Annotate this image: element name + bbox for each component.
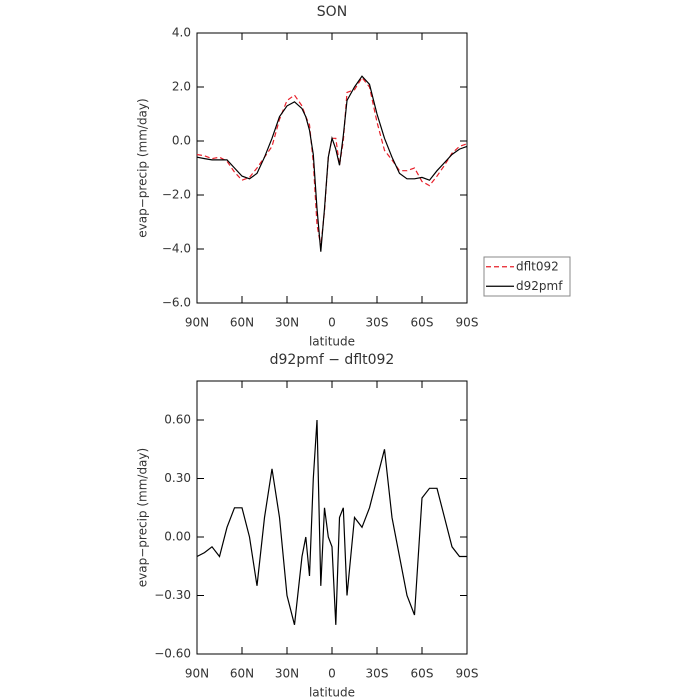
x-tick-label: 90S — [456, 667, 479, 681]
x-tick-label: 60S — [411, 667, 434, 681]
x-axis-label: latitude — [309, 686, 355, 700]
x-tick-label: 90N — [185, 667, 209, 681]
plot-frame — [196, 32, 468, 304]
legend-box — [483, 256, 571, 297]
legend-label: dflt092 — [516, 259, 559, 273]
y-tick-label: 0.00 — [164, 530, 191, 544]
plot-frame — [196, 380, 468, 655]
y-tick-label: 2.0 — [172, 80, 191, 94]
y-tick-label: −6.0 — [162, 296, 191, 310]
legend-label: d92pmf — [516, 279, 563, 293]
x-tick-label: 30N — [275, 316, 299, 330]
y-tick-label: −4.0 — [162, 242, 191, 256]
chart-title: SON — [317, 4, 347, 20]
x-tick-label: 60N — [230, 667, 254, 681]
x-tick-label: 60S — [411, 316, 434, 330]
y-tick-label: 0.0 — [172, 134, 191, 148]
y-tick-label: 0.60 — [164, 413, 191, 427]
x-tick-label: 0 — [328, 316, 336, 330]
x-tick-label: 30S — [366, 316, 389, 330]
y-tick-label: 4.0 — [172, 26, 191, 40]
x-tick-label: 90N — [185, 316, 209, 330]
x-tick-label: 90S — [456, 316, 479, 330]
x-axis-label: latitude — [309, 335, 355, 349]
chart-title: d92pmf − dflt092 — [270, 352, 395, 368]
x-tick-label: 0 — [328, 667, 336, 681]
x-tick-label: 30S — [366, 667, 389, 681]
y-axis-label: evap−precip (mm/day) — [136, 98, 150, 237]
x-tick-label: 60N — [230, 316, 254, 330]
y-tick-label: −0.60 — [154, 647, 191, 661]
line-series — [196, 419, 467, 625]
y-axis-label: evap−precip (mm/day) — [136, 448, 150, 587]
y-tick-label: 0.30 — [164, 471, 191, 485]
y-tick-label: −0.30 — [154, 588, 191, 602]
line-series — [196, 76, 468, 247]
line-series — [196, 75, 468, 252]
y-tick-label: −2.0 — [162, 188, 191, 202]
x-tick-label: 30N — [275, 667, 299, 681]
